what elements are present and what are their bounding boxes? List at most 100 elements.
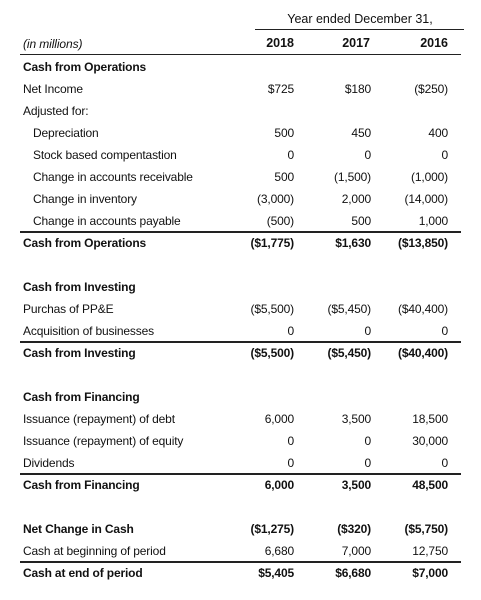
- value-2018: 6,000: [264, 478, 294, 492]
- value-2017: 450: [351, 126, 371, 140]
- value-2016: 0: [441, 456, 448, 470]
- table-header-rule: [20, 54, 461, 55]
- units-label: (in millions): [23, 37, 83, 51]
- value-2018: $5,405: [258, 566, 294, 580]
- adjusted-for-row: Adjusted for:: [0, 100, 481, 122]
- value-2016: ($40,400): [397, 346, 448, 360]
- net-income-row: Net Income $725 $180 ($250): [0, 78, 481, 100]
- debt-issuance-row: Issuance (repayment) of debt 6,000 3,500…: [0, 408, 481, 430]
- row-label: Depreciation: [33, 126, 99, 140]
- value-2017: ($5,450): [327, 302, 372, 316]
- row-label: Cash from Financing: [23, 390, 140, 404]
- value-2018: ($5,500): [250, 302, 295, 316]
- value-2017: ($5,450): [327, 346, 372, 360]
- row-label: Cash at end of period: [23, 566, 143, 580]
- value-2017: 0: [364, 148, 371, 162]
- value-2016: 400: [428, 126, 448, 140]
- value-2018: $725: [267, 82, 294, 96]
- value-2016: 48,500: [412, 478, 448, 492]
- accounts-receivable-row: Change in accounts receivable 500 (1,500…: [0, 166, 481, 188]
- beginning-cash-row: Cash at beginning of period 6,680 7,000 …: [0, 540, 481, 562]
- value-2016: ($13,850): [397, 236, 448, 250]
- row-label: Stock based compentastion: [33, 148, 177, 162]
- year-2018-header: 2018: [266, 36, 294, 50]
- value-2016: 12,750: [412, 544, 448, 558]
- row-label: Cash from Operations: [23, 236, 147, 250]
- row-label: Net Change in Cash: [23, 522, 134, 536]
- value-2017: $180: [344, 82, 371, 96]
- value-2018: ($5,500): [250, 346, 295, 360]
- value-2018: 0: [287, 148, 294, 162]
- value-2018: 6,680: [264, 544, 294, 558]
- row-label: Change in inventory: [33, 192, 137, 206]
- value-2017: 3,500: [341, 478, 371, 492]
- value-2016: ($40,400): [397, 302, 448, 316]
- investing-section-heading: Cash from Investing: [0, 276, 481, 298]
- value-2018: ($1,275): [250, 522, 295, 536]
- row-label: Dividends: [23, 456, 75, 470]
- row-label: Adjusted for:: [23, 104, 89, 118]
- stock-compensation-row: Stock based compentastion 0 0 0: [0, 144, 481, 166]
- value-2017: 7,000: [341, 544, 371, 558]
- value-2016: 0: [441, 324, 448, 338]
- dividends-row: Dividends 0 0 0: [0, 452, 481, 474]
- financing-total-row: Cash from Financing 6,000 3,500 48,500: [0, 474, 481, 496]
- ppe-purchase-row: Purchas of PP&E ($5,500) ($5,450) ($40,4…: [0, 298, 481, 320]
- value-2018: 0: [287, 324, 294, 338]
- year-2016-header: 2016: [420, 36, 448, 50]
- value-2018: ($1,775): [250, 236, 295, 250]
- row-label: Net Income: [23, 82, 83, 96]
- value-2017: ($320): [337, 522, 371, 536]
- value-2016: $7,000: [412, 566, 448, 580]
- value-2016: (14,000): [404, 192, 449, 206]
- ending-cash-rule: [20, 561, 461, 563]
- value-2017: 2,000: [341, 192, 371, 206]
- equity-issuance-row: Issuance (repayment) of equity 0 0 30,00…: [0, 430, 481, 452]
- row-label: Change in accounts receivable: [33, 170, 193, 184]
- value-2018: 500: [274, 126, 294, 140]
- value-2017: $6,680: [335, 566, 371, 580]
- value-2017: 0: [364, 434, 371, 448]
- investing-total-rule: [20, 341, 461, 343]
- accounts-payable-row: Change in accounts payable (500) 500 1,0…: [0, 210, 481, 232]
- year-2017-header: 2017: [342, 36, 370, 50]
- value-2017: (1,500): [334, 170, 371, 184]
- acquisitions-row: Acquisition of businesses 0 0 0: [0, 320, 481, 342]
- value-2017: $1,630: [335, 236, 371, 250]
- net-change-row: Net Change in Cash ($1,275) ($320) ($5,7…: [0, 518, 481, 540]
- value-2016: 18,500: [412, 412, 448, 426]
- operations-section-heading: Cash from Operations: [0, 56, 481, 78]
- row-label: Cash from Operations: [23, 60, 147, 74]
- row-label: Cash from Financing: [23, 478, 140, 492]
- value-2016: ($5,750): [404, 522, 449, 536]
- depreciation-row: Depreciation 500 450 400: [0, 122, 481, 144]
- value-2016: ($250): [414, 82, 448, 96]
- value-2018: (3,000): [257, 192, 294, 206]
- row-label: Cash at beginning of period: [23, 544, 166, 558]
- row-label: Issuance (repayment) of debt: [23, 412, 175, 426]
- operations-total-rule: [20, 231, 461, 233]
- row-label: Cash from Investing: [23, 346, 136, 360]
- row-label: Purchas of PP&E: [23, 302, 114, 316]
- value-2017: 0: [364, 456, 371, 470]
- financing-total-rule: [20, 473, 461, 475]
- investing-total-row: Cash from Investing ($5,500) ($5,450) ($…: [0, 342, 481, 364]
- value-2018: (500): [266, 214, 294, 228]
- value-2018: 0: [287, 456, 294, 470]
- row-label: Issuance (repayment) of equity: [23, 434, 184, 448]
- value-2016: 0: [441, 148, 448, 162]
- value-2018: 0: [287, 434, 294, 448]
- header-underline: [255, 29, 464, 30]
- row-label: Cash from Investing: [23, 280, 136, 294]
- row-label: Acquisition of businesses: [23, 324, 154, 338]
- row-label: Change in accounts payable: [33, 214, 181, 228]
- value-2016: (1,000): [411, 170, 448, 184]
- value-2016: 30,000: [412, 434, 448, 448]
- operations-total-row: Cash from Operations ($1,775) $1,630 ($1…: [0, 232, 481, 254]
- value-2017: 500: [351, 214, 371, 228]
- value-2018: 6,000: [264, 412, 294, 426]
- value-2017: 3,500: [341, 412, 371, 426]
- value-2018: 500: [274, 170, 294, 184]
- inventory-row: Change in inventory (3,000) 2,000 (14,00…: [0, 188, 481, 210]
